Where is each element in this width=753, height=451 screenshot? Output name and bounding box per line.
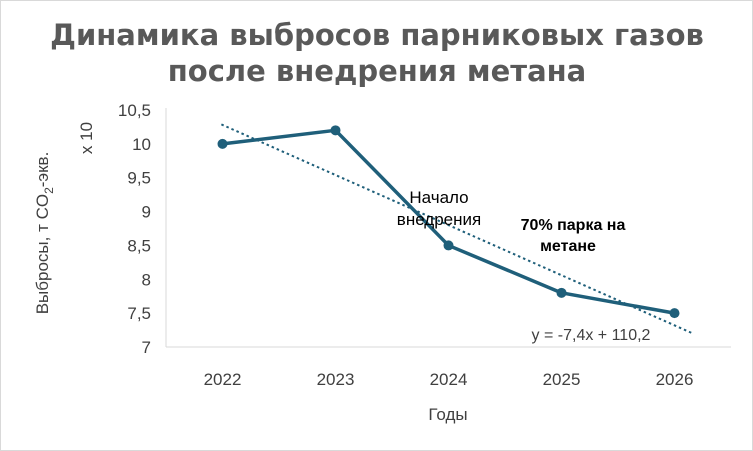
annotation-start-line1: Начало (409, 188, 468, 207)
data-point (217, 138, 228, 149)
trendline (220, 123, 695, 335)
y-axis-label-main: Выбросы, т CO (33, 194, 52, 314)
x-tick-label: 2022 (204, 370, 242, 389)
y-axis-label: Выбросы, т CO2-экв. (33, 152, 56, 315)
y-tick-label: 8 (142, 270, 151, 289)
x-tick-label: 2025 (543, 370, 581, 389)
trendline-path (220, 123, 695, 335)
annotation-start-line2: внедрения (397, 210, 481, 229)
x-tick-labels: 2022 2023 2024 2025 2026 (204, 370, 694, 389)
y-tick-label: 9,5 (127, 169, 151, 188)
y-tick-label: 7 (142, 338, 151, 357)
x-tick-label: 2024 (430, 370, 468, 389)
y-tick-labels: 7 7,5 8 8,5 9 9,5 10 10,5 (118, 101, 151, 357)
chart-title-line1: Динамика выбросов парниковых газов (50, 18, 704, 52)
y-tick-label: 7,5 (127, 304, 151, 323)
y-tick-label: 10 (132, 135, 151, 154)
chart-title-line2: после внедрения метана (168, 54, 587, 88)
x-tick-label: 2023 (317, 370, 355, 389)
y-axis-multiplier: х 10 (77, 122, 96, 154)
x-axis-label: Годы (428, 405, 467, 424)
annotation-share-line2: метане (540, 238, 596, 255)
x-tick-label: 2026 (656, 370, 694, 389)
y-tick-label: 9 (142, 203, 151, 222)
y-axis-label-tail: -экв. (33, 152, 52, 188)
data-point (443, 240, 454, 251)
data-point (556, 287, 567, 298)
data-series (217, 125, 680, 319)
y-tick-label: 8,5 (127, 236, 151, 255)
data-point (330, 125, 341, 136)
annotation-share-line1: 70% парка на (521, 217, 626, 234)
y-tick-label: 10,5 (118, 101, 151, 120)
y-axis-label-subscript: 2 (42, 187, 56, 194)
trendline-equation: y = -7,4x + 110,2 (532, 327, 651, 344)
axes (165, 108, 731, 348)
data-point (669, 308, 680, 319)
